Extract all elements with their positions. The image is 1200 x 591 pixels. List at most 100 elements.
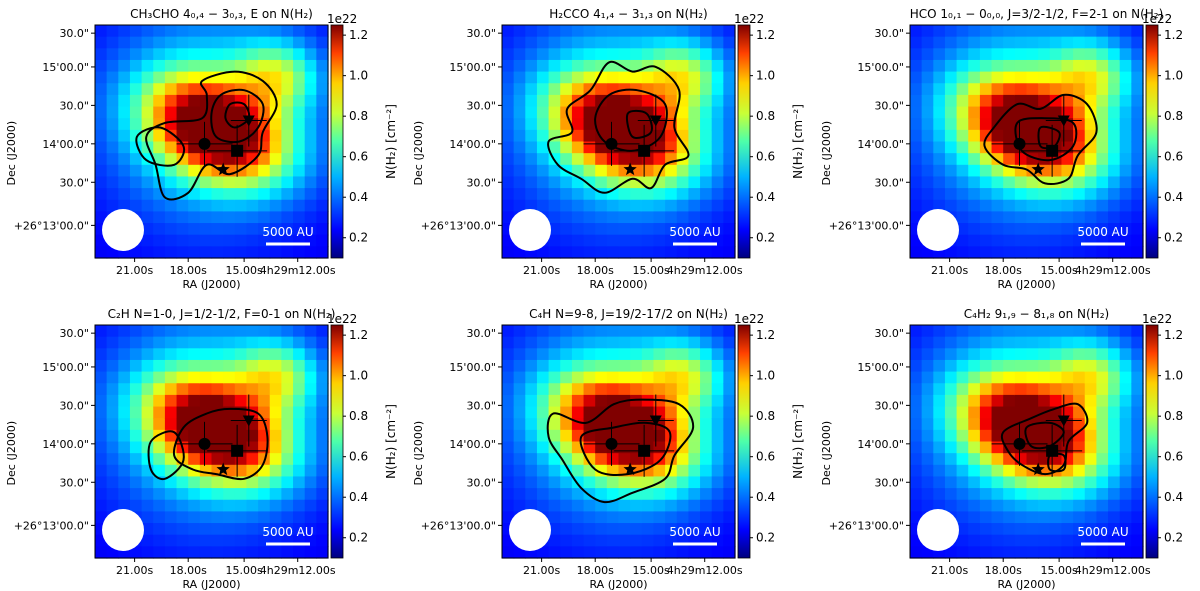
density-pixel bbox=[1131, 360, 1143, 372]
panel-5: C₄H N=9-8, J=19/2-17/2 on N(H₂)5000 AU30… bbox=[412, 307, 805, 591]
density-pixel bbox=[653, 48, 665, 60]
density-pixel bbox=[246, 523, 258, 535]
density-pixel bbox=[502, 188, 514, 200]
density-pixel bbox=[177, 523, 189, 535]
density-pixel bbox=[619, 348, 631, 360]
density-pixel bbox=[1015, 223, 1027, 235]
circle-marker bbox=[199, 138, 211, 150]
density-pixel bbox=[957, 153, 969, 165]
density-pixel bbox=[188, 95, 200, 107]
density-pixel bbox=[945, 165, 957, 177]
density-pixel bbox=[281, 118, 293, 130]
density-pixel bbox=[223, 176, 235, 188]
density-pixel bbox=[188, 325, 200, 337]
density-pixel bbox=[1108, 430, 1120, 442]
density-pixel bbox=[188, 360, 200, 372]
density-pixel bbox=[270, 165, 282, 177]
density-pixel bbox=[957, 383, 969, 395]
density-pixel bbox=[584, 395, 596, 407]
density-pixel bbox=[165, 25, 177, 37]
density-pixel bbox=[572, 372, 584, 384]
density-pixel bbox=[665, 383, 677, 395]
density-pixel bbox=[95, 325, 107, 337]
density-pixel bbox=[595, 360, 607, 372]
density-pixel bbox=[968, 360, 980, 372]
density-pixel bbox=[665, 211, 677, 223]
density-pixel bbox=[619, 188, 631, 200]
density-pixel bbox=[514, 488, 526, 500]
density-pixel bbox=[270, 72, 282, 84]
density-pixel bbox=[537, 153, 549, 165]
density-pixel bbox=[619, 360, 631, 372]
density-pixel bbox=[945, 360, 957, 372]
density-pixel bbox=[595, 25, 607, 37]
density-pixel bbox=[305, 176, 317, 188]
density-pixel bbox=[212, 453, 224, 465]
density-pixel bbox=[560, 153, 572, 165]
y-tick-label: 30.0" bbox=[466, 27, 496, 40]
density-pixel bbox=[945, 488, 957, 500]
density-pixel bbox=[712, 118, 724, 130]
density-pixel bbox=[630, 430, 642, 442]
density-pixel bbox=[502, 95, 514, 107]
density-pixel bbox=[212, 360, 224, 372]
density-pixel bbox=[316, 107, 328, 119]
density-pixel bbox=[316, 118, 328, 130]
density-pixel bbox=[293, 37, 305, 49]
density-pixel bbox=[1050, 511, 1062, 523]
density-pixel bbox=[258, 476, 270, 488]
x-axis-label: RA (J2000) bbox=[589, 578, 647, 591]
density-pixel bbox=[293, 360, 305, 372]
density-pixel bbox=[1131, 348, 1143, 360]
density-pixel bbox=[957, 72, 969, 84]
y-tick-label: 15'00.0" bbox=[42, 361, 89, 374]
density-pixel bbox=[1015, 500, 1027, 512]
density-pixel bbox=[1015, 360, 1027, 372]
density-pixel bbox=[1108, 165, 1120, 177]
density-pixel bbox=[537, 348, 549, 360]
density-pixel bbox=[619, 476, 631, 488]
density-pixel bbox=[514, 48, 526, 60]
density-pixel bbox=[223, 223, 235, 235]
density-pixel bbox=[665, 488, 677, 500]
density-pixel bbox=[630, 95, 642, 107]
density-pixel bbox=[1027, 325, 1039, 337]
density-pixel bbox=[212, 235, 224, 247]
density-pixel bbox=[118, 325, 130, 337]
density-pixel bbox=[1108, 153, 1120, 165]
density-pixel bbox=[118, 72, 130, 84]
density-pixel bbox=[642, 546, 654, 558]
density-pixel bbox=[502, 430, 514, 442]
density-pixel bbox=[945, 188, 957, 200]
density-pixel bbox=[1108, 546, 1120, 558]
density-pixel bbox=[223, 246, 235, 258]
density-pixel bbox=[653, 523, 665, 535]
density-pixel bbox=[595, 372, 607, 384]
density-pixel bbox=[968, 246, 980, 258]
y-tick-label: 30.0" bbox=[874, 99, 904, 112]
density-pixel bbox=[1120, 360, 1132, 372]
density-pixel bbox=[212, 60, 224, 72]
density-pixel bbox=[130, 188, 142, 200]
density-pixel bbox=[1038, 430, 1050, 442]
density-pixel bbox=[1108, 211, 1120, 223]
density-pixel bbox=[502, 476, 514, 488]
density-pixel bbox=[677, 372, 689, 384]
density-pixel bbox=[968, 48, 980, 60]
density-pixel bbox=[700, 360, 712, 372]
density-pixel bbox=[584, 25, 596, 37]
density-pixel bbox=[688, 372, 700, 384]
density-pixel bbox=[118, 83, 130, 95]
density-pixel bbox=[980, 72, 992, 84]
density-pixel bbox=[677, 337, 689, 349]
density-pixel bbox=[1003, 360, 1015, 372]
density-pixel bbox=[607, 25, 619, 37]
density-pixel bbox=[246, 535, 258, 547]
density-pixel bbox=[316, 465, 328, 477]
density-pixel bbox=[1003, 511, 1015, 523]
density-pixel bbox=[153, 130, 165, 142]
density-pixel bbox=[584, 37, 596, 49]
panel-title: CH₃CHO 4₀,₄ − 3₀,₃, E on N(H₂) bbox=[130, 7, 313, 21]
density-pixel bbox=[212, 476, 224, 488]
density-pixel bbox=[630, 511, 642, 523]
